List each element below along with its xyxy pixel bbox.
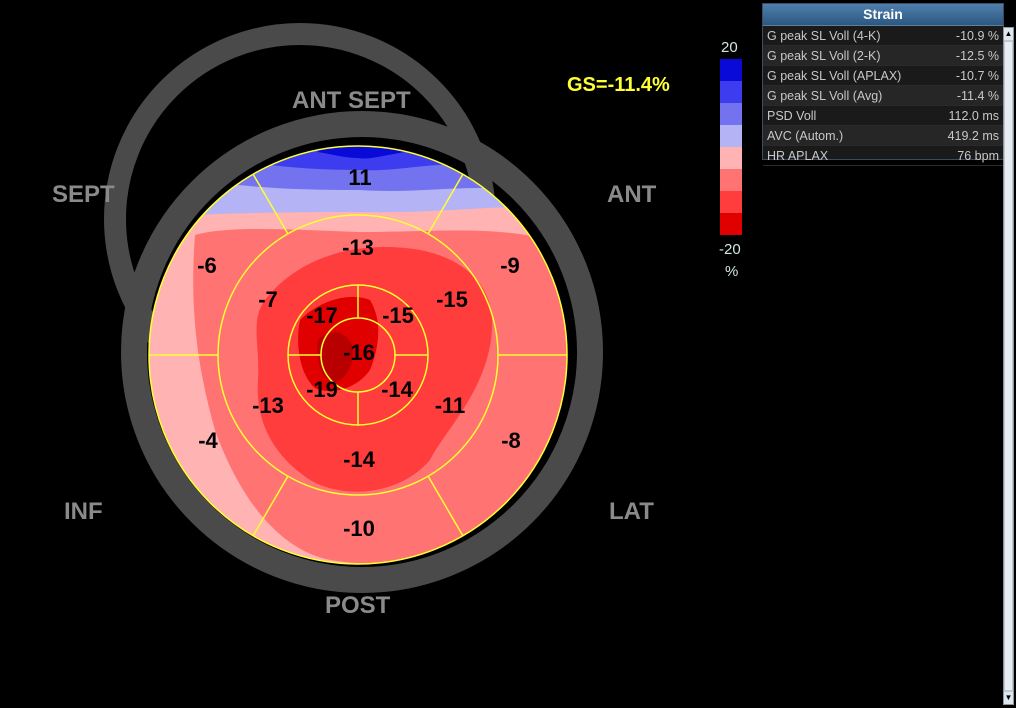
segment-grid	[148, 145, 568, 565]
segment-value-apical-sept: -17	[306, 303, 338, 328]
strain-row-value: 76 bpm	[957, 148, 999, 163]
color-scale-swatch	[720, 103, 742, 125]
color-scale-unit: %	[725, 263, 739, 280]
wall-label-lat: LAT	[609, 498, 654, 525]
segment-value-basal-antsept: 11	[348, 165, 372, 190]
strain-panel-row: HR APLAX 76 bpm	[763, 146, 1003, 166]
strain-row-value: -10.9 %	[955, 28, 999, 43]
outer-ring	[121, 111, 603, 593]
wall-label-post: POST	[325, 592, 391, 619]
scroll-down-icon[interactable]: ▼	[1004, 692, 1013, 704]
scroll-up-icon[interactable]: ▲	[1004, 28, 1013, 40]
color-scale-swatch	[720, 125, 742, 147]
segment-value-mid-post: -14	[343, 447, 375, 472]
segment-value-apical-inf: -19	[306, 377, 338, 402]
strain-panel-row: PSD Voll 112.0 ms	[763, 106, 1003, 126]
wall-label-sept: SEPT	[52, 181, 115, 208]
strain-row-label: G peak SL Voll (2-K)	[767, 48, 881, 63]
strain-panel: Strain G peak SL Voll (4-K) -10.9 % G peak…	[762, 3, 1004, 166]
strain-panel-row: AVC (Autom.) 419.2 ms	[763, 126, 1003, 146]
strain-row-label: G peak SL Voll (4-K)	[767, 28, 881, 43]
color-scale-swatch	[720, 169, 742, 191]
divider-2	[427, 475, 464, 537]
strain-panel-row: G peak SL Voll (2-K) -12.5 %	[763, 46, 1003, 66]
color-scale-min-label: -20	[719, 241, 741, 258]
strain-panel-title: Strain	[763, 4, 1003, 26]
scroll-track[interactable]	[1005, 42, 1012, 690]
segment-value-mid-ant: -15	[436, 287, 468, 312]
color-scale-max-label: 20	[721, 39, 738, 56]
divider-0	[427, 173, 464, 235]
strain-panel-rows: G peak SL Voll (4-K) -10.9 % G peak SL Vol…	[763, 26, 1003, 166]
wall-label-ant: ANT	[607, 181, 657, 208]
divider-5	[252, 173, 289, 235]
strain-row-label: AVC (Autom.)	[767, 128, 844, 143]
color-scale-bar	[720, 59, 742, 235]
wall-label-ant-sept: ANT SEPT	[292, 87, 411, 114]
strain-panel-row: G peak SL Voll (Avg) -11.4 %	[763, 86, 1003, 106]
strain-row-label: G peak SL Voll (Avg)	[767, 88, 883, 103]
color-scale-swatch	[720, 147, 742, 169]
segment-value-basal-post: -10	[343, 516, 375, 541]
divider-3	[252, 475, 289, 537]
segment-value-mid-antsept: -13	[342, 235, 374, 260]
strain-panel-row: G peak SL Voll (APLAX) -10.7 %	[763, 66, 1003, 86]
segment-value-basal-sept: -6	[197, 253, 217, 278]
red-region-darkest	[317, 332, 353, 382]
panel-scrollbar[interactable]: ▲ ▼	[1003, 27, 1014, 705]
segment-value-basal-ant: -9	[500, 253, 520, 278]
segment-value-apical-lat: -14	[381, 377, 413, 402]
segment-value-mid-inf: -13	[252, 393, 284, 418]
strain-row-value: 419.2 ms	[947, 128, 999, 143]
strain-row-value: -11.4 %	[956, 88, 999, 103]
color-scale-swatch	[720, 81, 742, 103]
strain-panel-row: G peak SL Voll (4-K) -10.9 %	[763, 26, 1003, 46]
segment-value-basal-lat: -8	[501, 428, 521, 453]
global-strain-label: GS=-11.4%	[567, 74, 670, 96]
segment-value-apical-ant: -15	[382, 303, 414, 328]
strain-row-label: PSD Voll	[767, 108, 817, 123]
strain-row-value: -10.7 %	[955, 68, 999, 83]
strain-row-label: HR APLAX	[767, 148, 829, 163]
strain-row-value: -12.5 %	[955, 48, 999, 63]
color-scale-swatch	[720, 213, 742, 235]
color-scale-swatch	[720, 191, 742, 213]
segment-value-mid-sept: -7	[258, 287, 278, 312]
segment-value-mid-lat: -11	[434, 393, 466, 418]
segment-value-apex: -16	[343, 340, 375, 365]
strain-row-value: 112.0 ms	[948, 108, 1000, 123]
strain-row-label: G peak SL Voll (APLAX)	[767, 68, 902, 83]
wall-label-inf: INF	[64, 498, 103, 525]
color-scale-swatch	[720, 59, 742, 81]
blue-band-deep	[315, 146, 410, 159]
segment-value-basal-inf: -4	[198, 428, 218, 453]
